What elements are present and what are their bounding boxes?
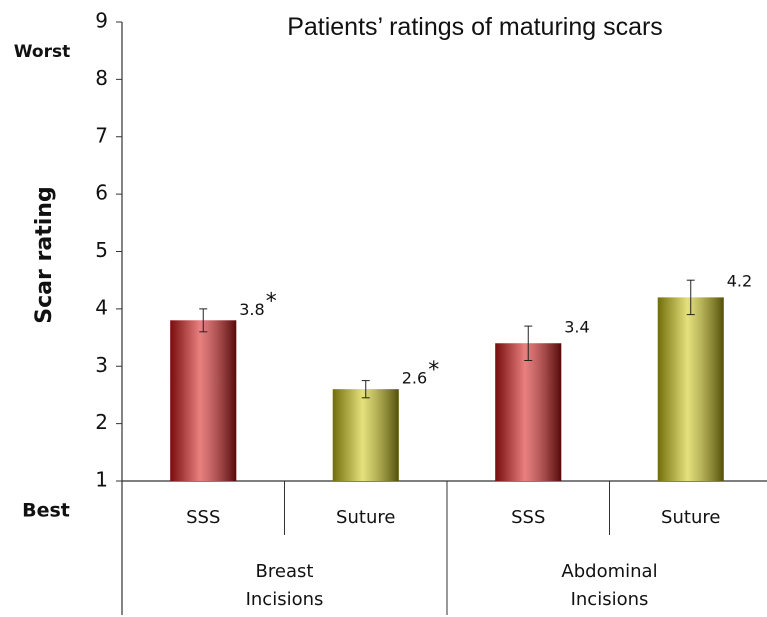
y-axis-label: Scar rating: [32, 186, 57, 323]
group-label: Breast Incisions: [245, 561, 324, 610]
y-tick-label: 1: [95, 468, 108, 492]
x-tick-label: SSS: [511, 507, 545, 528]
y-tick-label: 7: [95, 123, 108, 147]
group-label: Abdominal Incisions: [561, 561, 658, 610]
value-label: 3.4: [564, 318, 589, 337]
best-label: Best: [22, 500, 70, 522]
value-label: 2.6: [402, 369, 427, 388]
value-label: 3.8: [239, 300, 264, 319]
bar: [332, 389, 399, 481]
bar: [495, 343, 562, 481]
y-tick-label: 3: [95, 353, 108, 377]
bar: [170, 320, 237, 481]
y-tick-label: 4: [95, 295, 108, 319]
error-bar: [199, 308, 208, 333]
error-bar: [361, 380, 370, 399]
error-bar: [524, 325, 533, 362]
value-label: 4.2: [727, 272, 752, 291]
y-tick-label: 6: [95, 181, 108, 205]
significance-mark: *: [428, 358, 439, 383]
x-tick-label: Suture: [336, 507, 395, 528]
error-bar: [686, 279, 695, 316]
bar: [657, 297, 724, 481]
x-tick-label: SSS: [186, 507, 220, 528]
y-tick-label: 8: [95, 66, 108, 90]
y-tick-label: 5: [95, 238, 108, 262]
y-tick-label: 2: [95, 410, 108, 434]
chart-title: Patients’ ratings of maturing scars: [287, 13, 663, 41]
y-tick-label: 9: [95, 9, 108, 33]
significance-mark: *: [266, 289, 277, 314]
worst-label: Worst: [14, 42, 70, 62]
x-tick-label: Suture: [661, 507, 720, 528]
